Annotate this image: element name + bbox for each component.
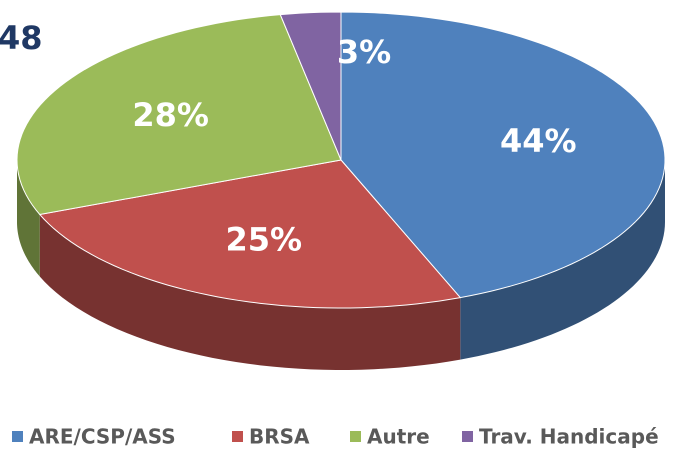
slice <box>279 11 342 161</box>
legend-swatch <box>232 431 243 442</box>
slice <box>38 159 462 309</box>
data-label: 28% <box>132 96 209 134</box>
data-label: 44% <box>500 122 577 160</box>
legend-swatch <box>12 431 23 442</box>
legend-swatch <box>462 431 473 442</box>
legend-label: Autre <box>367 425 430 449</box>
chart-title: 48 <box>0 19 43 57</box>
slice-side <box>460 160 665 360</box>
slice-side <box>39 214 461 370</box>
legend-label: Trav. Handicapé <box>479 425 659 449</box>
slice <box>16 14 342 216</box>
legend-label: ARE/CSP/ASS <box>29 425 176 449</box>
legend-swatch <box>350 431 361 442</box>
slice-side <box>17 160 40 277</box>
data-label: 25% <box>225 220 302 258</box>
data-label: 3% <box>337 33 391 71</box>
slice <box>340 11 666 299</box>
legend-label: BRSA <box>249 425 310 449</box>
